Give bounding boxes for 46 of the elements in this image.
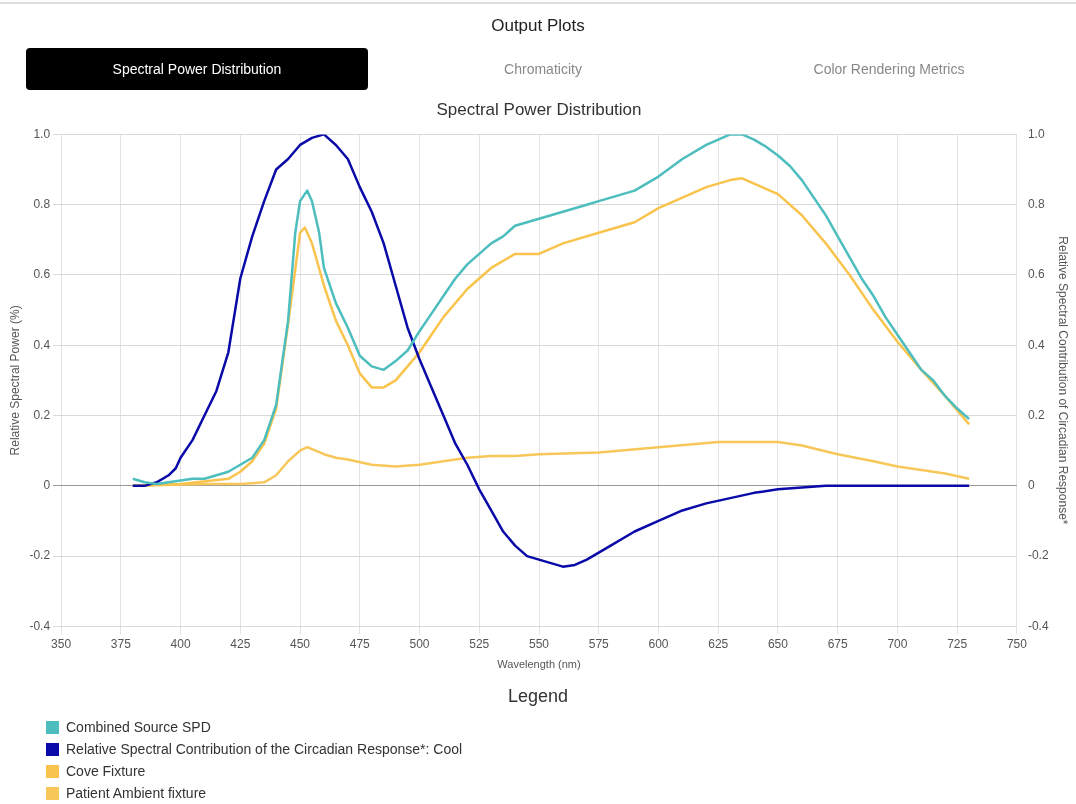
y-tick-label: 1.0 [33,126,51,141]
y2-tick-label: -0.2 [1027,548,1049,563]
legend-label: Patient Ambient fixture [66,785,207,801]
x-tick-label: 550 [528,636,550,651]
y-axis-title: Relative Spectral Power (%) [7,305,22,456]
y-tick-label: 0 [43,478,51,493]
x-tick-label: 700 [887,636,908,651]
y2-tick-label: 0.2 [1027,407,1045,422]
x-tick-label: 725 [947,636,968,651]
y-tick-label: -0.4 [29,618,51,633]
legend-label: Relative Spectral Contribution of the Circadian Response*: Cool [66,741,463,757]
y-tick-label: 0.2 [33,407,51,422]
x-tick-label: 575 [588,636,610,651]
x-tick-label: 600 [648,636,669,651]
y-tick-label: 0.6 [33,267,51,282]
x-tick-label: 750 [1006,636,1028,651]
y2-tick-label: 0 [1027,478,1035,493]
y2-tick-label: 0.4 [1027,337,1045,352]
text: Chromaticity [503,60,583,79]
y-tick-label: -0.2 [29,548,51,563]
legend-label: Combined Source SPD [66,719,211,735]
y-tick-label: 0.8 [33,197,51,211]
text: Spectral Power Distribution [26,48,368,90]
x-axis-title: Wavelength (nm) [497,658,581,671]
x-tick-label: 425 [230,636,251,651]
y2-axis-title: Relative Spectral Contribution of Circadian Response* [1056,236,1071,525]
chart-title: Spectral Power Distribution [436,99,642,119]
x-tick-label: 500 [409,636,430,651]
x-tick-label: 675 [827,636,849,651]
y-tick-label: 0.4 [33,337,51,352]
y2-tick-label: 0.6 [1027,267,1045,282]
x-tick-label: 350 [51,636,72,651]
x-tick-label: 375 [110,636,132,651]
legend-title: Legend [506,686,570,707]
y2-tick-label: -0.4 [1027,618,1049,633]
x-tick-label: 400 [170,636,191,651]
x-tick-label: 650 [767,636,789,651]
x-tick-label: 625 [708,636,729,651]
legend-label: Cove Fixture [66,763,146,779]
x-tick-label: 525 [469,636,490,651]
x-tick-label: 450 [290,636,311,651]
text: Color Rendering Metrics [812,60,966,79]
x-tick-label: 475 [349,636,371,651]
text: Output Plots [490,16,586,36]
y2-tick-label: 1.0 [1027,126,1045,141]
y2-tick-label: 0.8 [1027,197,1045,211]
